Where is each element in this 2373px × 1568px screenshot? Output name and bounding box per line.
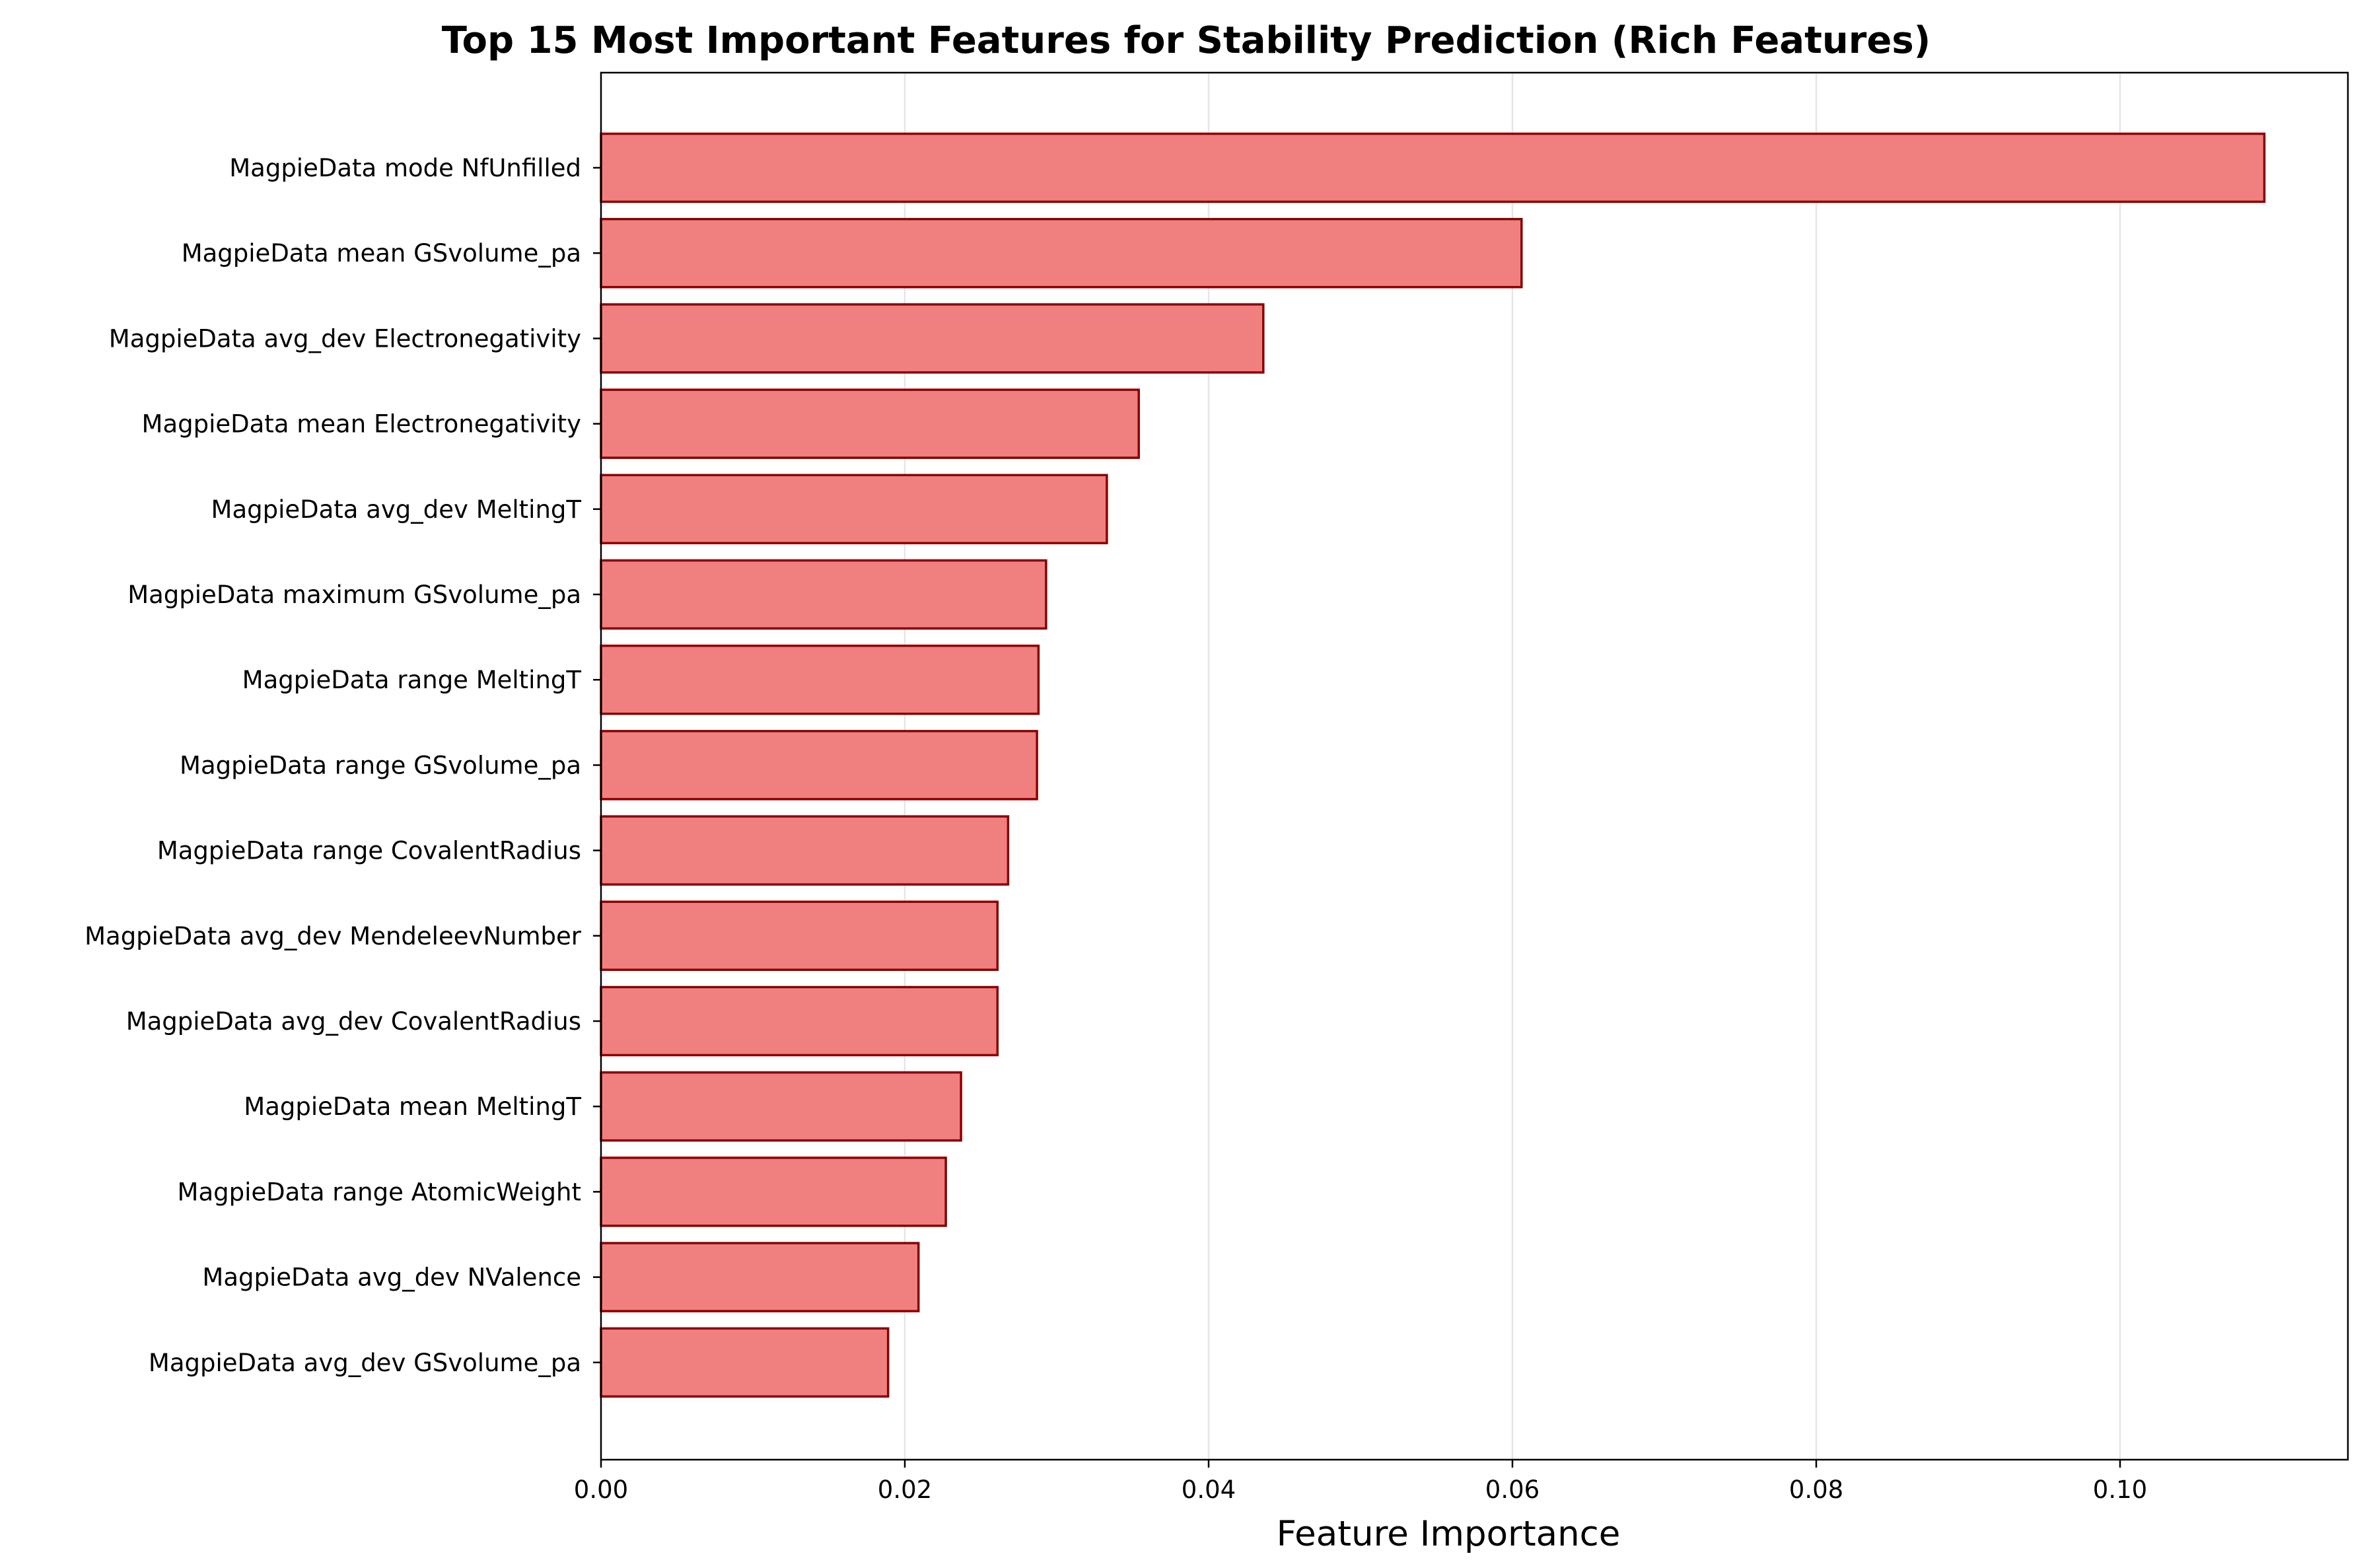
x-tick-label: 0.10: [2093, 1476, 2147, 1504]
bar: [600, 1242, 920, 1312]
y-tick-label: MagpieData avg_dev MendeleevNumber: [85, 922, 582, 950]
x-tick-label: 0.08: [1789, 1476, 1843, 1504]
bar: [600, 474, 1108, 545]
y-tick-label: MagpieData mean MeltingT: [244, 1092, 581, 1121]
y-tick-label: MagpieData avg_dev MeltingT: [211, 495, 582, 524]
x-tick-labels: 0.00 0.02 0.04 0.06 0.08 0.10: [574, 1460, 2147, 1504]
y-tick-label: MagpieData range CovalentRadius: [157, 837, 581, 865]
y-tick-label: MagpieData range AtomicWeight: [178, 1178, 581, 1206]
y-tick-label: MagpieData avg_dev Electronegativity: [109, 324, 581, 353]
y-tick-label: MagpieData avg_dev GSvolume_pa: [149, 1349, 581, 1377]
plot-frame: [600, 71, 2349, 1461]
bar: [600, 1157, 947, 1227]
x-axis-label: Feature Importance: [1277, 1514, 1621, 1554]
bar: [600, 815, 1010, 886]
bars: [600, 132, 2266, 1398]
bar: [600, 559, 1047, 630]
bar: [600, 1071, 962, 1142]
y-tick-label: MagpieData mean Electronegativity: [142, 410, 581, 439]
y-tick-labels: MagpieData mode NfUnfilled MagpieData mea…: [85, 154, 601, 1377]
bar: [600, 900, 999, 972]
y-tick-label: MagpieData mode NfUnfilled: [229, 154, 581, 182]
x-tick-label: 0.06: [1485, 1476, 1540, 1504]
y-tick-label: MagpieData maximum GSvolume_pa: [127, 581, 581, 609]
bar: [600, 217, 1523, 289]
bar: [600, 644, 1040, 715]
bar: [600, 985, 999, 1057]
bar: [600, 1327, 890, 1398]
y-tick-label: MagpieData avg_dev NValence: [202, 1264, 581, 1292]
bar: [600, 388, 1140, 459]
chart-title: Top 15 Most Important Features for Stabi…: [442, 19, 1931, 62]
bar: [600, 132, 2266, 203]
y-tick-label: MagpieData range MeltingT: [242, 666, 582, 694]
y-tick-label: MagpieData range GSvolume_pa: [180, 751, 581, 779]
x-tick-label: 0.00: [574, 1476, 628, 1504]
x-tick-label: 0.02: [878, 1476, 932, 1504]
y-tick-label: MagpieData avg_dev CovalentRadius: [126, 1007, 581, 1036]
bar: [600, 730, 1038, 801]
x-tick-label: 0.04: [1182, 1476, 1236, 1504]
bar: [600, 303, 1265, 374]
y-tick-label: MagpieData mean GSvolume_pa: [182, 239, 581, 267]
